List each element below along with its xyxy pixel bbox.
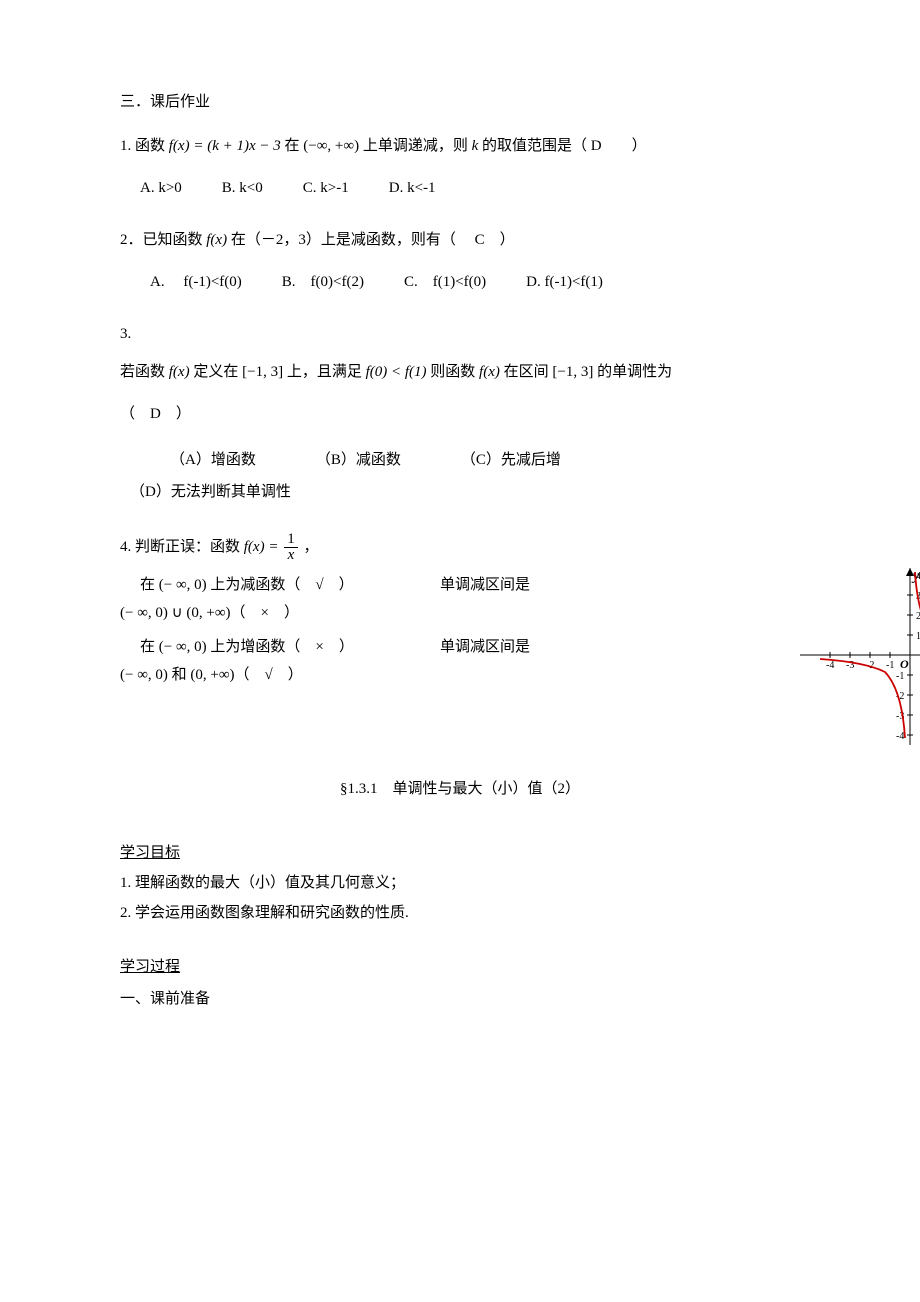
origin-label: O	[900, 657, 909, 671]
q4-row-4: (− ∞, 0) 和 (0, +∞)（ √ ）	[120, 663, 800, 687]
q2-opt-d: D. f(-1)<f(1)	[526, 270, 603, 294]
q1-opt-a: A. k>0	[140, 176, 182, 200]
q3-mid3: 则函数	[427, 364, 480, 380]
svg-text:-1: -1	[896, 671, 904, 682]
question-1: 1. 函数 f(x) = (k + 1)x − 3 在 (−∞, +∞) 上单调…	[120, 134, 800, 200]
q4-l2-int: (− ∞, 0) ∪ (0, +∞)	[120, 605, 231, 621]
q3-answer: （ D ）	[120, 402, 800, 426]
q4-frac-num: 1	[284, 532, 298, 548]
reciprocal-chart: -4 -3 -2 -1 1 2 3 4 1 2 3 4 -1 -2 -3 -4 …	[800, 560, 920, 750]
q1-end: 的取值范围是（ D ）	[478, 138, 646, 154]
q4-l4-int: (− ∞, 0) 和 (0, +∞)	[120, 667, 235, 683]
q4-title: 4. 判断正误：函数 f(x) = 1x ，	[120, 532, 800, 563]
q4-l3-int: (− ∞, 0)	[159, 639, 207, 655]
q3-cond: f(0) < f(1)	[366, 364, 427, 380]
q4-l1-int: (− ∞, 0)	[159, 577, 207, 593]
svg-text:-4: -4	[826, 660, 834, 671]
q1-options: A. k>0 B. k<0 C. k>-1 D. k<-1	[120, 176, 800, 200]
q3-f1: f(x)	[169, 364, 190, 380]
q1-opt-d: D. k<-1	[389, 176, 436, 200]
q3-f2: f(x)	[479, 364, 500, 380]
q4-l3-suf: 上为增函数（ × ）	[207, 639, 354, 655]
goal-2: 2. 学会运用函数图象理解和研究函数的性质.	[120, 901, 800, 925]
goal-1: 1. 理解函数的最大（小）值及其几何意义；	[120, 871, 800, 895]
q4-l1-pre: 在	[140, 577, 159, 593]
q2-options: A. f(-1)<f(0) B. f(0)<f(2) C. f(1)<f(0) …	[120, 270, 800, 294]
section-2-title: §1.3.1 单调性与最大（小）值（2）	[120, 777, 800, 801]
q3-mid2: 上，且满足	[283, 364, 366, 380]
q4-line1-right: 单调减区间是	[440, 573, 530, 597]
q3-interval2: [−1, 3]	[552, 364, 593, 380]
q3-prefix: 若函数	[120, 364, 169, 380]
process-item-1: 一、课前准备	[120, 987, 800, 1011]
q3-interval: [−1, 3]	[242, 364, 283, 380]
q4-row-2: (− ∞, 0) ∪ (0, +∞)（ × ）	[120, 601, 800, 625]
svg-text:-1: -1	[886, 660, 894, 671]
q2-suffix: 在（－2，3）上是减函数，则有（ C ）	[227, 232, 515, 248]
q2-prefix: 2．已知函数	[120, 232, 206, 248]
q4-frac-den: x	[284, 548, 298, 563]
goals-header: 学习目标	[120, 841, 800, 865]
q2-opt-c: C. f(1)<f(0)	[404, 270, 486, 294]
q2-opt-b: B. f(0)<f(2)	[282, 270, 364, 294]
q4-fraction: 1x	[284, 532, 298, 563]
q2-formula: f(x)	[206, 232, 227, 248]
q4-l4-mark: （ √ ）	[235, 667, 303, 683]
q1-prefix: 1. 函数	[120, 138, 169, 154]
q2-text: 2．已知函数 f(x) 在（－2，3）上是减函数，则有（ C ）	[120, 228, 800, 252]
q1-interval: (−∞, +∞)	[303, 138, 359, 154]
q3-num: 3.	[120, 322, 800, 346]
q3-opt-b: （B）减函数	[316, 448, 401, 472]
q1-suffix: 上单调递减，则	[359, 138, 472, 154]
q4-l1-suf: 上为减函数（ √ ）	[207, 577, 354, 593]
q4-l2-mark: （ × ）	[231, 605, 299, 621]
q4-l3-pre: 在	[140, 639, 159, 655]
q3-text: 若函数 f(x) 定义在 [−1, 3] 上，且满足 f(0) < f(1) 则…	[120, 360, 800, 384]
q4-title-prefix: 4. 判断正误：函数	[120, 539, 244, 555]
question-3: 3. 若函数 f(x) 定义在 [−1, 3] 上，且满足 f(0) < f(1…	[120, 322, 800, 504]
q1-text: 1. 函数 f(x) = (k + 1)x − 3 在 (−∞, +∞) 上单调…	[120, 134, 800, 158]
q1-mid: 在	[281, 138, 304, 154]
learning-goals: 学习目标 1. 理解函数的最大（小）值及其几何意义； 2. 学会运用函数图象理解…	[120, 841, 800, 925]
q4-line3-left: 在 (− ∞, 0) 上为增函数（ × ）	[120, 635, 354, 659]
question-2: 2．已知函数 f(x) 在（－2，3）上是减函数，则有（ C ） A. f(-1…	[120, 228, 800, 294]
q3-mid1: 定义在	[190, 364, 243, 380]
q1-opt-b: B. k<0	[222, 176, 263, 200]
svg-text:1: 1	[916, 631, 920, 642]
q3-opt-a: （A）增函数	[170, 448, 256, 472]
q4-line3-right: 单调减区间是	[440, 635, 530, 659]
q4-comma: ，	[300, 539, 319, 555]
q3-opt-d: （D）无法判断其单调性	[120, 480, 800, 504]
svg-text:-4: -4	[896, 731, 904, 742]
question-4: 4. 判断正误：函数 f(x) = 1x ， 在 (− ∞, 0) 上为减函数（…	[120, 532, 800, 687]
q4-line1-left: 在 (− ∞, 0) 上为减函数（ √ ）	[120, 573, 354, 597]
q3-end: 的单调性为	[593, 364, 672, 380]
process-header: 学习过程	[120, 955, 800, 979]
q3-opt-c: （C）先减后增	[461, 448, 561, 472]
q2-opt-a: A. f(-1)<f(0)	[150, 270, 242, 294]
q4-row-3: 在 (− ∞, 0) 上为增函数（ × ） 单调减区间是	[120, 635, 800, 659]
q4-row-1: 在 (− ∞, 0) 上为减函数（ √ ） 单调减区间是	[120, 573, 800, 597]
svg-text:2: 2	[916, 611, 920, 622]
q4-lhs: f(x) =	[244, 539, 282, 555]
q3-options-abc: （A）增函数 （B）减函数 （C）先减后增	[120, 448, 800, 472]
learning-process: 学习过程 一、课前准备	[120, 955, 800, 1011]
homework-section-title: 三．课后作业	[120, 90, 800, 114]
q1-opt-c: C. k>-1	[303, 176, 349, 200]
q3-mid4: 在区间	[500, 364, 553, 380]
q1-formula: f(x) = (k + 1)x − 3	[169, 138, 281, 154]
